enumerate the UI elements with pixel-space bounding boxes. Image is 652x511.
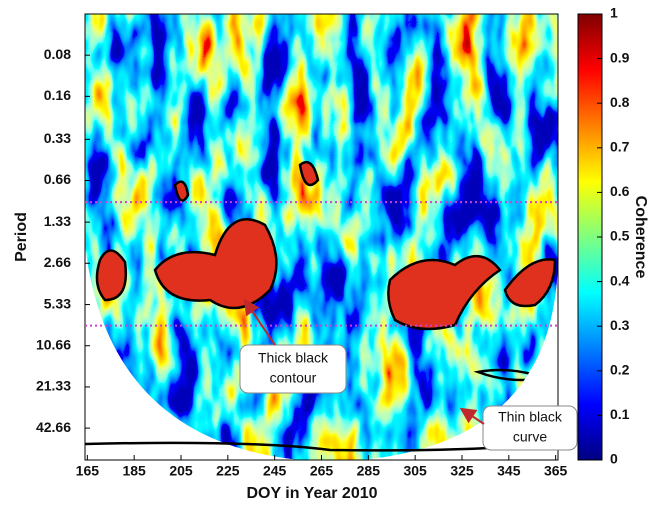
y-axis-label: Period: [13, 212, 30, 262]
annotation-box: [482, 405, 578, 451]
colorbar-label: Coherence: [632, 196, 649, 279]
x-tick-label: 225: [216, 463, 240, 479]
colorbar-tick-label: 0.9: [610, 49, 630, 65]
annotation-text: Thick black: [258, 350, 329, 366]
y-tick-label: 2.66: [44, 254, 71, 270]
y-tick-label: 0.16: [44, 87, 71, 103]
colorbar-tick-label: 0.6: [610, 183, 630, 199]
annotation-text: Thin black: [498, 409, 563, 425]
annotation-text: curve: [513, 429, 547, 445]
x-tick-label: 165: [76, 463, 100, 479]
colorbar-tick-label: 0.5: [610, 228, 630, 244]
y-tick-label: 10.66: [36, 336, 71, 352]
annotation-text: contour: [270, 370, 317, 386]
x-tick-label: 305: [403, 463, 427, 479]
x-tick-label: 345: [497, 463, 521, 479]
y-tick-label: 1.33: [44, 213, 71, 229]
x-tick-label: 285: [357, 463, 381, 479]
y-tick-label: 42.66: [36, 419, 71, 435]
y-tick-label: 5.33: [44, 295, 71, 311]
colorbar-tick-label: 0.2: [610, 362, 630, 378]
x-tick-label: 325: [450, 463, 474, 479]
x-axis-label: DOY in Year 2010: [246, 485, 377, 502]
y-tick-label: 0.66: [44, 171, 71, 187]
x-tick-label: 245: [263, 463, 287, 479]
y-tick-label: 21.33: [36, 378, 71, 394]
annotation-arrow: [243, 298, 276, 346]
y-tick-label: 0.08: [44, 46, 71, 62]
colorbar-tick-label: 0.3: [610, 317, 630, 333]
significance-contours: [95, 160, 557, 382]
x-tick-label: 365: [544, 463, 568, 479]
colorbar-tick-label: 0: [610, 451, 618, 467]
colorbar-tick-label: 0.1: [610, 406, 630, 422]
colorbar-tick-label: 0.4: [610, 272, 630, 288]
colorbar-tick-label: 0.8: [610, 94, 630, 110]
x-tick-label: 205: [169, 463, 193, 479]
annotation-arrow: [459, 407, 485, 425]
y-tick-label: 0.33: [44, 130, 71, 146]
annotation-box: [239, 344, 347, 394]
colorbar-tick-label: 0.7: [610, 139, 630, 155]
colorbar-tick-label: 1: [610, 5, 618, 21]
x-tick-label: 185: [122, 463, 146, 479]
x-tick-label: 265: [310, 463, 334, 479]
